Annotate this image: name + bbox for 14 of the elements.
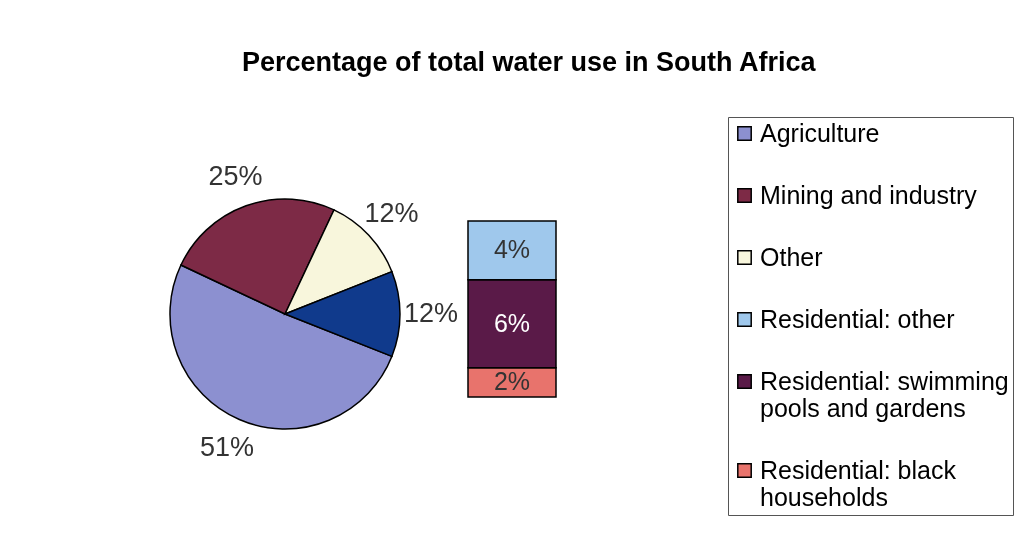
data-label: 6% xyxy=(493,308,531,337)
legend-label: Residential: other xyxy=(760,304,955,333)
legend-label: Mining and industry xyxy=(760,180,978,209)
legend-label: Residential: swimming pools and gardens xyxy=(760,366,1009,422)
chart-title: Percentage of total water use in South Africa xyxy=(241,46,817,77)
data-label: 12% xyxy=(403,298,459,328)
legend-label: Agriculture xyxy=(760,118,880,147)
data-label: 2% xyxy=(493,367,531,396)
data-label: 25% xyxy=(208,160,263,191)
data-label: 12% xyxy=(364,198,419,229)
legend-label: Other xyxy=(760,242,823,271)
legend-label: Residential: black households xyxy=(760,455,957,511)
data-label: 51% xyxy=(199,431,255,462)
data-label: 4% xyxy=(493,235,531,264)
